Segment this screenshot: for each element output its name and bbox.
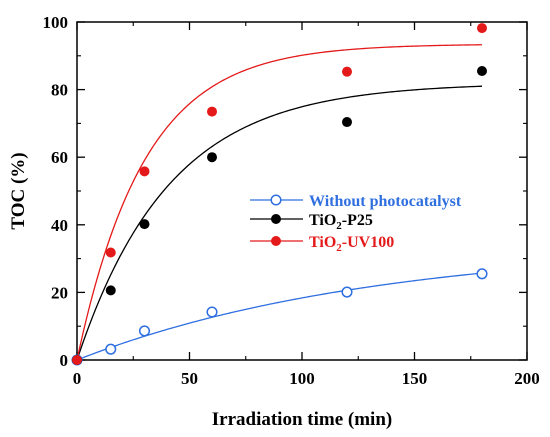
fit-curve-series-2 — [76, 44, 483, 361]
y-tick-label: 40 — [51, 216, 68, 235]
point-series-2 — [342, 66, 352, 77]
axis-ticks — [76, 21, 528, 361]
fit-curve-series-1 — [76, 85, 483, 361]
legend-label-without-photocatalyst: Without photocatalyst — [309, 193, 462, 210]
x-tick-label: 200 — [514, 369, 540, 388]
point-series-1 — [139, 219, 150, 230]
legend: Without photocatalyst TiO2-P25 TiO2-UV10… — [250, 193, 462, 254]
tick-labels: 0 50 100 150 200 0 20 40 60 80 100 — [43, 13, 540, 388]
point-series-1 — [342, 117, 352, 128]
point-series-1 — [105, 285, 116, 296]
plot-frame — [76, 21, 528, 361]
x-tick-label: 0 — [73, 369, 82, 388]
x-tick-label: 100 — [289, 369, 315, 388]
point-series-2 — [477, 23, 487, 34]
y-tick-label: 20 — [51, 283, 68, 302]
point-series-1 — [477, 66, 487, 77]
fit-curve-series-0 — [76, 272, 483, 361]
legend-label-tio2-p25: TiO2-P25 — [309, 212, 373, 232]
legend-item-without-photocatalyst: Without photocatalyst — [250, 193, 462, 210]
point-series-2 — [105, 247, 116, 258]
y-tick-label: 100 — [43, 13, 69, 32]
x-tick-label: 150 — [402, 369, 428, 388]
point-series-2 — [139, 166, 150, 177]
y-tick-label: 80 — [51, 81, 68, 100]
legend-marker-tio2-uv100 — [271, 236, 281, 246]
y-tick-label: 0 — [60, 351, 69, 370]
legend-item-tio2-uv100: TiO2-UV100 — [250, 234, 394, 254]
point-series-0 — [341, 286, 353, 298]
point-series-0 — [476, 268, 488, 280]
point-series-0 — [206, 306, 218, 318]
point-series-2 — [72, 355, 82, 365]
legend-item-tio2-p25: TiO2-P25 — [250, 212, 373, 232]
y-axis-title: TOC (%) — [8, 152, 29, 229]
point-series-1 — [207, 152, 217, 163]
legend-label-tio2-uv100: TiO2-UV100 — [309, 234, 394, 254]
x-axis-title: Irradiation time (min) — [212, 409, 392, 430]
legend-marker-without-photocatalyst — [270, 194, 282, 206]
x-tick-label: 50 — [181, 369, 198, 388]
point-series-0 — [138, 325, 151, 337]
point-series-2 — [207, 106, 217, 117]
data-points — [71, 23, 488, 366]
legend-marker-tio2-p25 — [271, 214, 281, 224]
point-series-0 — [105, 343, 117, 355]
y-tick-label: 60 — [51, 148, 68, 167]
